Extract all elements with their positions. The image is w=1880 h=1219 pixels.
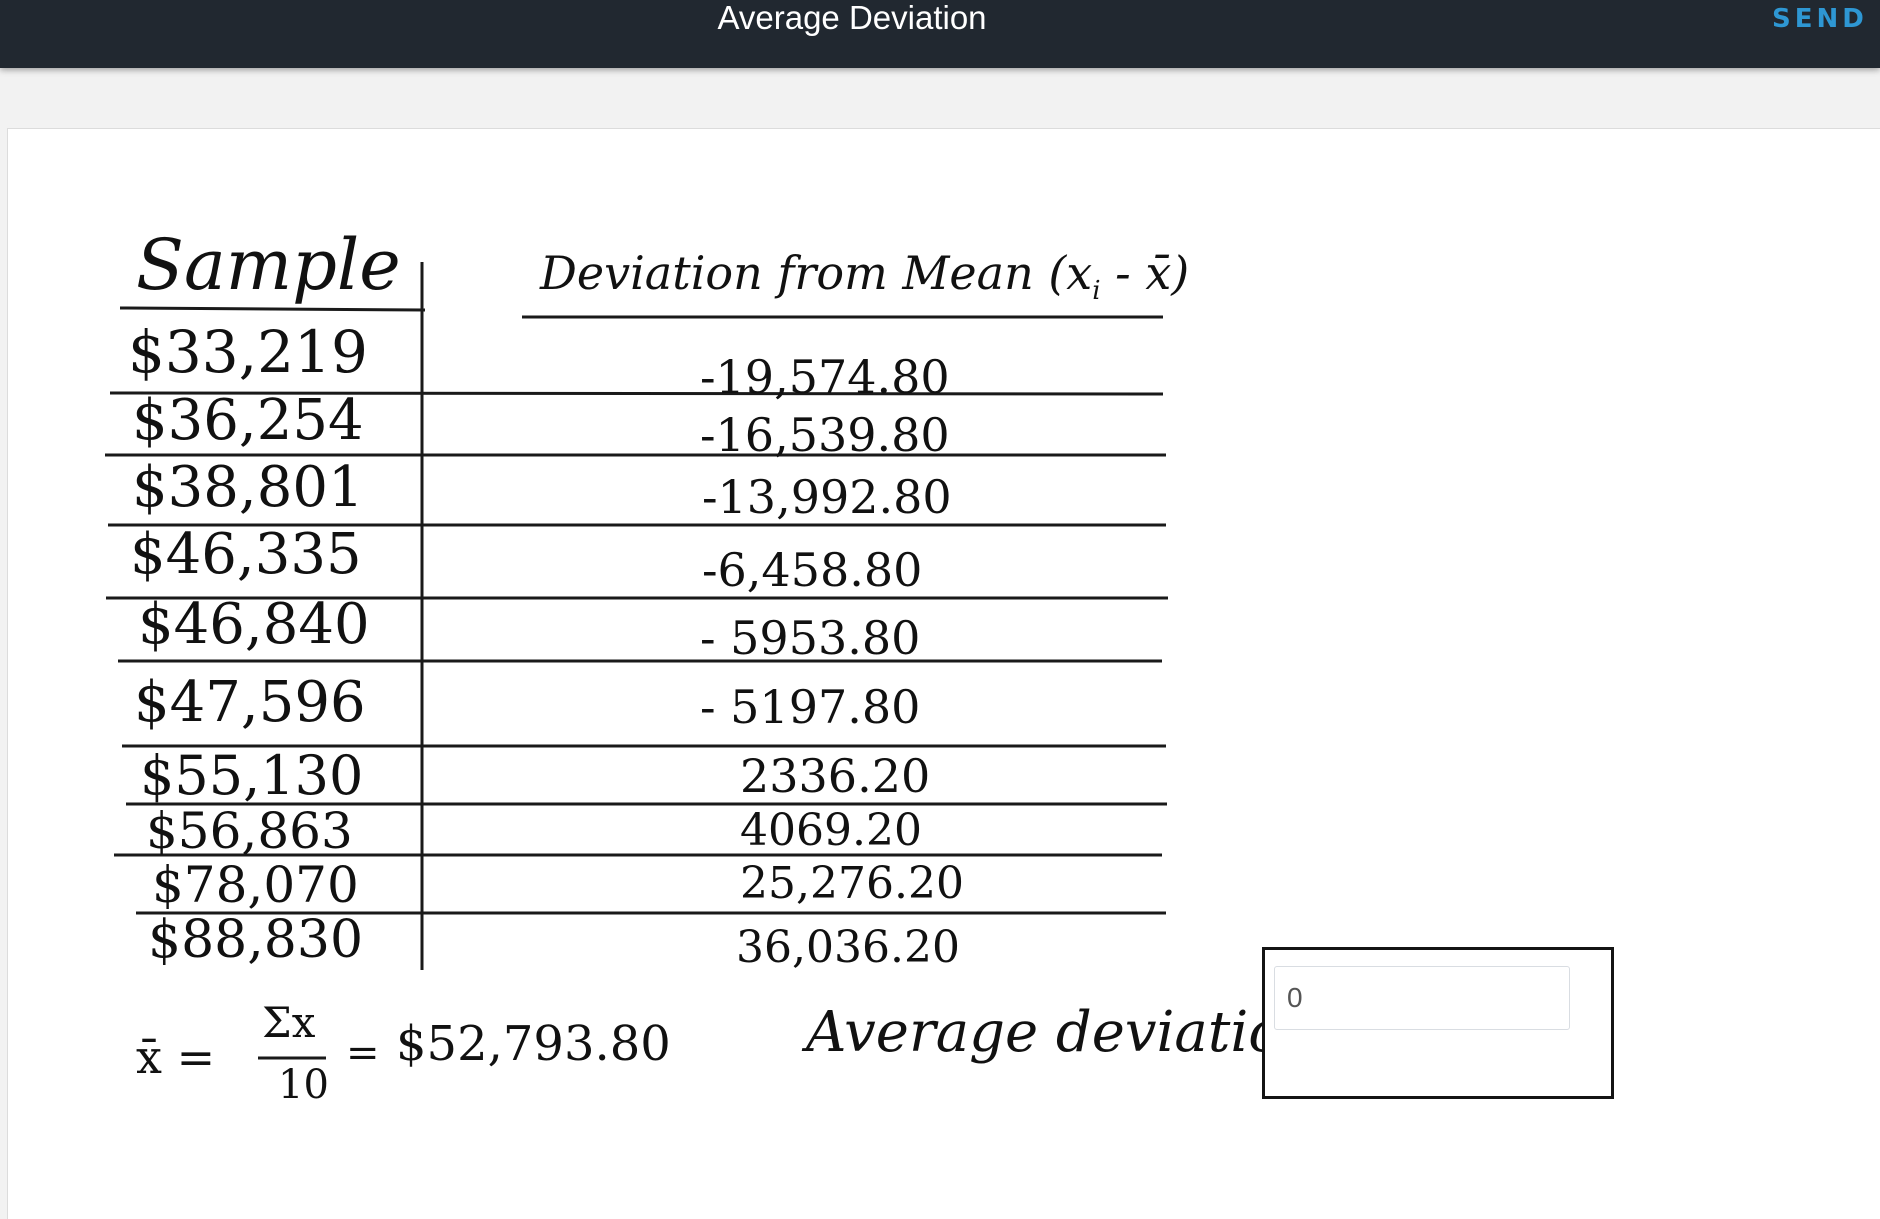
deviation-cell: 4069.20 — [740, 805, 922, 856]
deviation-header-sub: i — [1092, 276, 1101, 307]
mean-denominator: 10 — [278, 1062, 329, 1108]
sample-cell: $88,830 — [148, 910, 364, 970]
sample-cell: $55,130 — [140, 744, 364, 807]
sample-header: Sample — [136, 224, 401, 306]
answer-input[interactable] — [1274, 966, 1570, 1030]
deviation-cell: - 5953.80 — [700, 611, 921, 665]
deviation-cell: -16,539.80 — [700, 408, 950, 462]
deviation-cell: 25,276.20 — [740, 858, 964, 909]
sample-cell: $78,070 — [152, 856, 359, 914]
deviation-cell: 36,036.20 — [736, 922, 960, 973]
deviation-cell: - 5197.80 — [700, 680, 921, 734]
sample-cell: $46,840 — [138, 592, 370, 657]
sample-cell: $56,863 — [146, 802, 353, 860]
deviation-header-text: Deviation from Mean (x — [540, 246, 1093, 300]
page-title: Average Deviation — [717, 0, 987, 36]
mean-numerator: Σx — [262, 998, 316, 1047]
send-button[interactable]: SEND F — [1772, 4, 1880, 34]
deviation-cell: -13,992.80 — [702, 470, 952, 524]
sample-cell: $33,219 — [128, 318, 368, 386]
deviation-header-tail: - x̄) — [1100, 246, 1190, 300]
top-bar: Average Deviation SEND F — [0, 0, 1880, 68]
mean-equals: = — [346, 1030, 380, 1076]
mean-value: $52,793.80 — [396, 1016, 671, 1072]
sample-cell: $47,596 — [134, 670, 366, 735]
deviation-header: Deviation from Mean (xi - x̄) — [540, 246, 1189, 306]
deviation-cell: -6,458.80 — [702, 543, 923, 597]
deviation-cell: -19,574.80 — [700, 350, 950, 404]
mean-symbol: x̄ = — [136, 1030, 216, 1084]
sample-cell: $38,801 — [132, 455, 364, 520]
sample-cell: $36,254 — [132, 388, 364, 453]
sample-cell: $46,335 — [130, 522, 362, 587]
deviation-cell: 2336.20 — [740, 749, 931, 803]
